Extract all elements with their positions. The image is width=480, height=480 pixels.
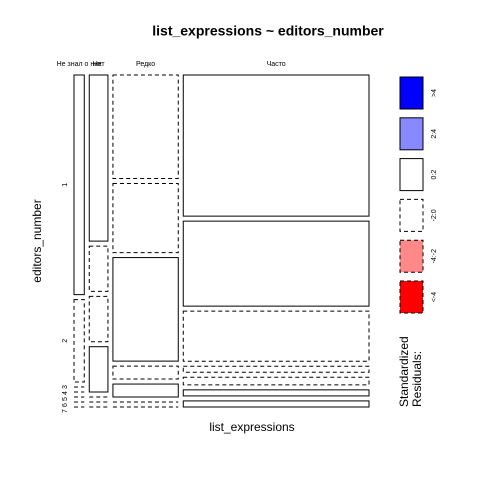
column-label: Редко: [136, 61, 155, 68]
legend-label: -4:-2: [431, 249, 438, 264]
x-axis-label: list_expressions: [209, 420, 294, 434]
tile: [73, 299, 85, 383]
y-axis-label: editors_number: [30, 199, 44, 282]
chart-title: list_expressions ~ editors_number: [152, 23, 384, 39]
tile: [88, 245, 109, 292]
legend-label: >4: [431, 89, 438, 97]
tile: [182, 365, 370, 373]
tile: [73, 74, 85, 296]
legend-title-line: Standardized: [397, 336, 411, 407]
tile: [88, 295, 109, 343]
legend-label: -2:0: [431, 209, 438, 221]
column-label: Не знал о них: [57, 61, 103, 68]
legend-title: StandardizedResiduals:: [397, 336, 424, 407]
row-label: 3: [62, 385, 69, 389]
tile: [182, 74, 370, 217]
legend-label: <-4: [431, 292, 438, 302]
tile: [112, 183, 179, 254]
column-label: Часто: [267, 61, 286, 68]
tile: [112, 257, 179, 362]
column-label: Нет: [93, 61, 106, 68]
row-label: 5: [62, 397, 69, 401]
legend-box: [399, 239, 424, 273]
tile: [182, 389, 370, 397]
legend-title-line: Residuals:: [410, 351, 424, 407]
tile: [112, 383, 179, 398]
legend-label: 0:2: [431, 170, 438, 180]
tile: [182, 220, 370, 307]
tile: [182, 400, 370, 408]
legend-box: [399, 158, 424, 192]
legend-box: [399, 76, 424, 110]
row-label: 2: [62, 339, 69, 343]
tile: [88, 346, 109, 393]
legend-box: [399, 198, 424, 232]
row-label: 4: [62, 391, 69, 395]
legend-box: [399, 117, 424, 151]
tile: [182, 310, 370, 362]
row-label: 7: [62, 409, 69, 413]
legend-box: [399, 280, 424, 314]
row-label: 1: [62, 183, 69, 187]
row-label: 6: [62, 403, 69, 407]
tile: [88, 74, 109, 242]
tile: [182, 376, 370, 386]
tile: [112, 74, 179, 180]
tile: [112, 365, 179, 380]
legend-label: 2:4: [431, 129, 438, 139]
